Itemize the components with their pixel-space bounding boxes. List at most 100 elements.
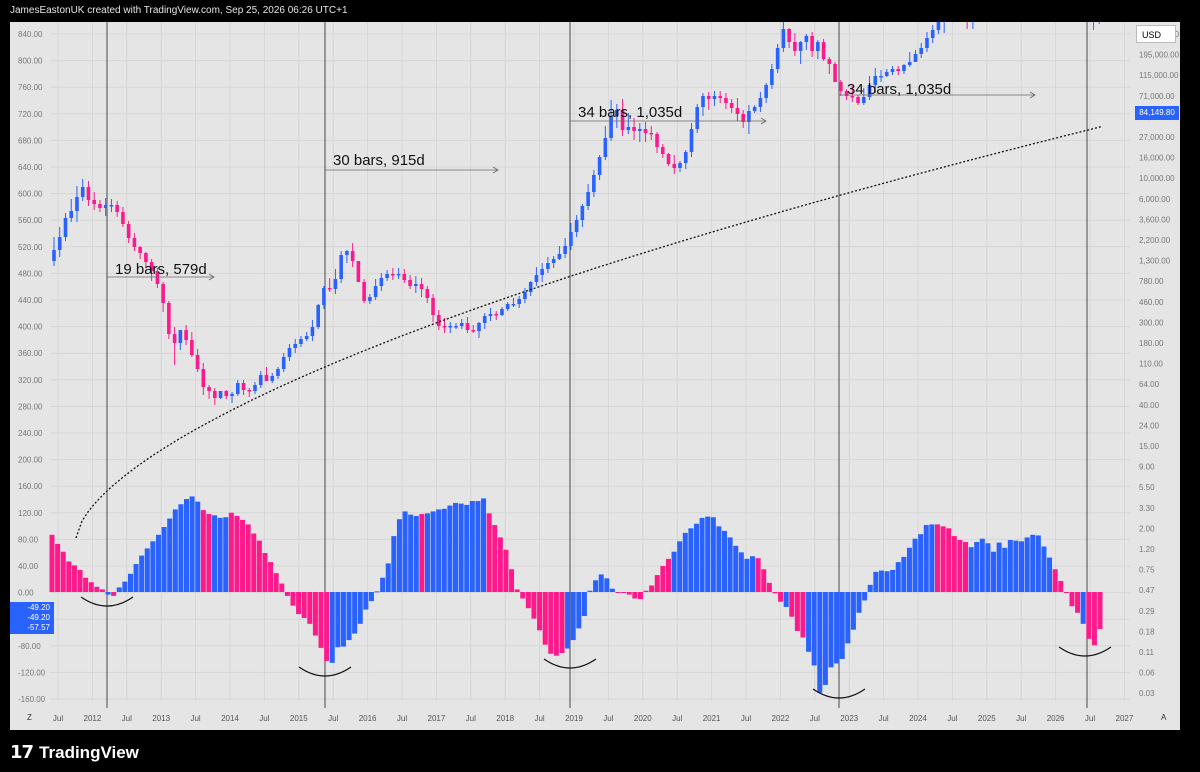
histogram-bar <box>144 548 150 592</box>
histogram-bar <box>923 525 929 592</box>
histogram-bar <box>884 571 890 592</box>
histogram-bar <box>1019 541 1025 592</box>
candle-body <box>603 138 608 157</box>
histogram-bar <box>688 528 694 592</box>
zoom-toggle[interactable]: Z <box>27 713 32 722</box>
candle-body <box>235 383 240 394</box>
right-axis-tick: 0.11 <box>1139 648 1155 657</box>
right-axis-tick: 3.30 <box>1139 504 1155 513</box>
histogram-bar <box>94 586 100 592</box>
histogram-bar <box>99 589 105 592</box>
histogram-bar <box>55 543 61 592</box>
currency-badge[interactable]: USD <box>1136 25 1176 43</box>
left-axis-tick: 200.00 <box>18 456 43 465</box>
candle-body <box>936 22 941 30</box>
x-axis-tick: 2019 <box>565 714 583 723</box>
x-axis-tick: 2016 <box>359 714 377 723</box>
histogram-bar <box>77 569 83 592</box>
osc-value-2: -49.20 <box>27 613 50 622</box>
x-axis-tick: 2024 <box>909 714 927 723</box>
histogram-bar <box>637 592 643 600</box>
right-axis-tick: 0.29 <box>1139 607 1155 616</box>
right-axis-tick: 71,000.00 <box>1139 92 1175 101</box>
candle-body <box>816 42 820 51</box>
x-axis-tick: Jul <box>259 714 269 723</box>
candle-body <box>798 42 803 51</box>
left-axis-tick: 480.00 <box>18 269 43 278</box>
histogram-bar <box>906 547 912 592</box>
histogram-bar <box>161 527 167 592</box>
left-axis-tick: 280.00 <box>18 402 43 411</box>
histogram-bar <box>111 592 117 596</box>
histogram-bar <box>419 514 425 592</box>
candle-body <box>660 147 665 154</box>
candle-body <box>126 224 131 238</box>
candle-body <box>391 274 395 276</box>
arrow-head <box>208 273 215 281</box>
histogram-bar <box>430 511 436 592</box>
x-axis-tick: Jul <box>741 714 751 723</box>
candle-body <box>333 279 338 289</box>
right-axis-tick: 15.00 <box>1139 442 1160 451</box>
candle-body <box>925 38 929 48</box>
x-axis-tick: Jul <box>603 714 613 723</box>
histogram-bar <box>396 519 402 592</box>
candle-body <box>827 59 832 64</box>
candle-body <box>442 326 447 328</box>
histogram-bar <box>363 592 369 610</box>
right-axis-tick: 2.00 <box>1139 524 1155 533</box>
candle-body <box>620 110 625 130</box>
candle-body <box>471 330 476 332</box>
x-axis-tick: Jul <box>466 714 476 723</box>
right-axis-tick: 110.00 <box>1139 360 1163 369</box>
candle-body <box>689 129 694 152</box>
histogram-bar <box>878 570 884 592</box>
histogram-bar <box>391 536 397 592</box>
candlestick-chart[interactable]: 840.00 800.00 760.00 720.00 680.00 640.00 600.… <box>10 22 1180 730</box>
histogram-bar <box>335 592 341 648</box>
candle-body <box>724 98 728 103</box>
candle-body <box>350 251 355 261</box>
histogram-bar <box>693 523 699 592</box>
candle-body <box>195 355 200 369</box>
left-axis-tick: 240.00 <box>18 429 43 438</box>
tradingview-logo[interactable]: 17 TradingView <box>10 742 139 763</box>
histogram-bar <box>262 553 268 592</box>
histogram-bar <box>733 545 739 592</box>
histogram-bar <box>1041 546 1047 592</box>
histogram-bar <box>486 513 492 592</box>
candle-body <box>115 205 119 212</box>
auto-scale-toggle[interactable]: A <box>1161 713 1167 722</box>
candle-body <box>207 387 211 391</box>
histogram-bar <box>66 561 72 592</box>
candle-body <box>368 297 372 301</box>
histogram-bar <box>918 534 924 592</box>
tradingview-logo-icon: 17 <box>10 742 34 763</box>
x-axis-tick: 2021 <box>703 714 721 723</box>
histogram-bar <box>251 533 257 592</box>
candle-body <box>609 116 613 138</box>
x-axis-tick: Jul <box>810 714 820 723</box>
histogram-bar <box>845 592 851 644</box>
histogram-bar <box>716 526 722 592</box>
candle-body <box>747 111 751 122</box>
candle-body <box>247 390 252 392</box>
histogram-bar <box>1069 592 1075 607</box>
x-axis-tick: Jul <box>53 714 63 723</box>
right-axis-tick: 115,000.00 <box>1139 71 1179 80</box>
histogram-bar <box>122 581 128 592</box>
histogram-bar <box>968 547 974 592</box>
candle-body <box>683 152 688 163</box>
x-axis-tick: 2020 <box>634 714 652 723</box>
histogram-bar <box>643 590 649 592</box>
candle-body <box>569 232 573 246</box>
left-axis-tick: -120.00 <box>18 668 46 677</box>
histogram-bar <box>750 556 756 592</box>
chart-panel[interactable]: 840.00 800.00 760.00 720.00 680.00 640.00 600.… <box>10 22 1180 730</box>
candle-body <box>218 391 223 398</box>
right-axis-tick: 1.20 <box>1139 545 1155 554</box>
candle-body <box>459 323 464 326</box>
candle-body <box>718 96 723 98</box>
histogram-bar <box>537 592 543 631</box>
histogram-bar <box>133 564 139 592</box>
